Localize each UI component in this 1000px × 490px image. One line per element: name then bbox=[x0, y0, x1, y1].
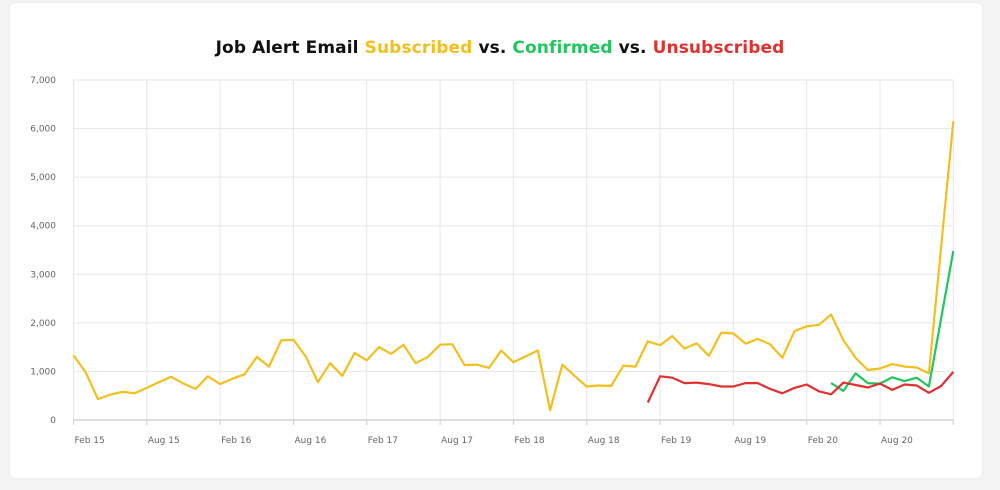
y-tick-label: 5,000 bbox=[30, 173, 56, 183]
y-tick-label: 3,000 bbox=[30, 270, 56, 280]
x-tick-label: Feb 20 bbox=[808, 436, 839, 446]
y-tick-label: 6,000 bbox=[30, 125, 56, 135]
series-line-subscribed bbox=[72, 121, 955, 412]
title-part: Job Alert Email bbox=[215, 38, 365, 58]
x-tick-label: Feb 19 bbox=[661, 436, 692, 446]
series-line-confirmed bbox=[830, 250, 955, 392]
y-tick-label: 1,000 bbox=[30, 367, 56, 377]
chart-card bbox=[10, 3, 982, 478]
x-tick-label: Feb 17 bbox=[368, 436, 398, 446]
x-tick-label: Aug 16 bbox=[294, 436, 326, 446]
x-tick-label: Feb 18 bbox=[514, 436, 545, 446]
y-tick-label: 2,000 bbox=[30, 319, 56, 329]
title-part: vs. bbox=[612, 38, 653, 58]
title-part-confirmed: Confirmed bbox=[512, 38, 613, 58]
x-tick-label: Aug 15 bbox=[148, 436, 180, 446]
title-part-unsubscribed: Unsubscribed bbox=[652, 38, 785, 58]
x-tick-label: Feb 15 bbox=[75, 436, 105, 446]
series-line-unsubscribed bbox=[646, 371, 955, 403]
x-tick-label: Aug 19 bbox=[734, 436, 766, 446]
y-tick-label: 4,000 bbox=[30, 222, 56, 232]
x-tick-label: Aug 18 bbox=[588, 436, 620, 446]
x-tick-label: Aug 17 bbox=[441, 436, 473, 446]
title-part-subscribed: Subscribed bbox=[364, 38, 473, 58]
x-tick-label: Feb 16 bbox=[221, 436, 252, 446]
y-tick-label: 0 bbox=[50, 416, 56, 426]
x-tick-label: Aug 20 bbox=[881, 436, 913, 446]
y-tick-label: 7,000 bbox=[30, 76, 56, 86]
title-part: vs. bbox=[472, 38, 513, 58]
chart-title: Job Alert Email Subscribed vs. Confirmed… bbox=[0, 38, 1000, 58]
